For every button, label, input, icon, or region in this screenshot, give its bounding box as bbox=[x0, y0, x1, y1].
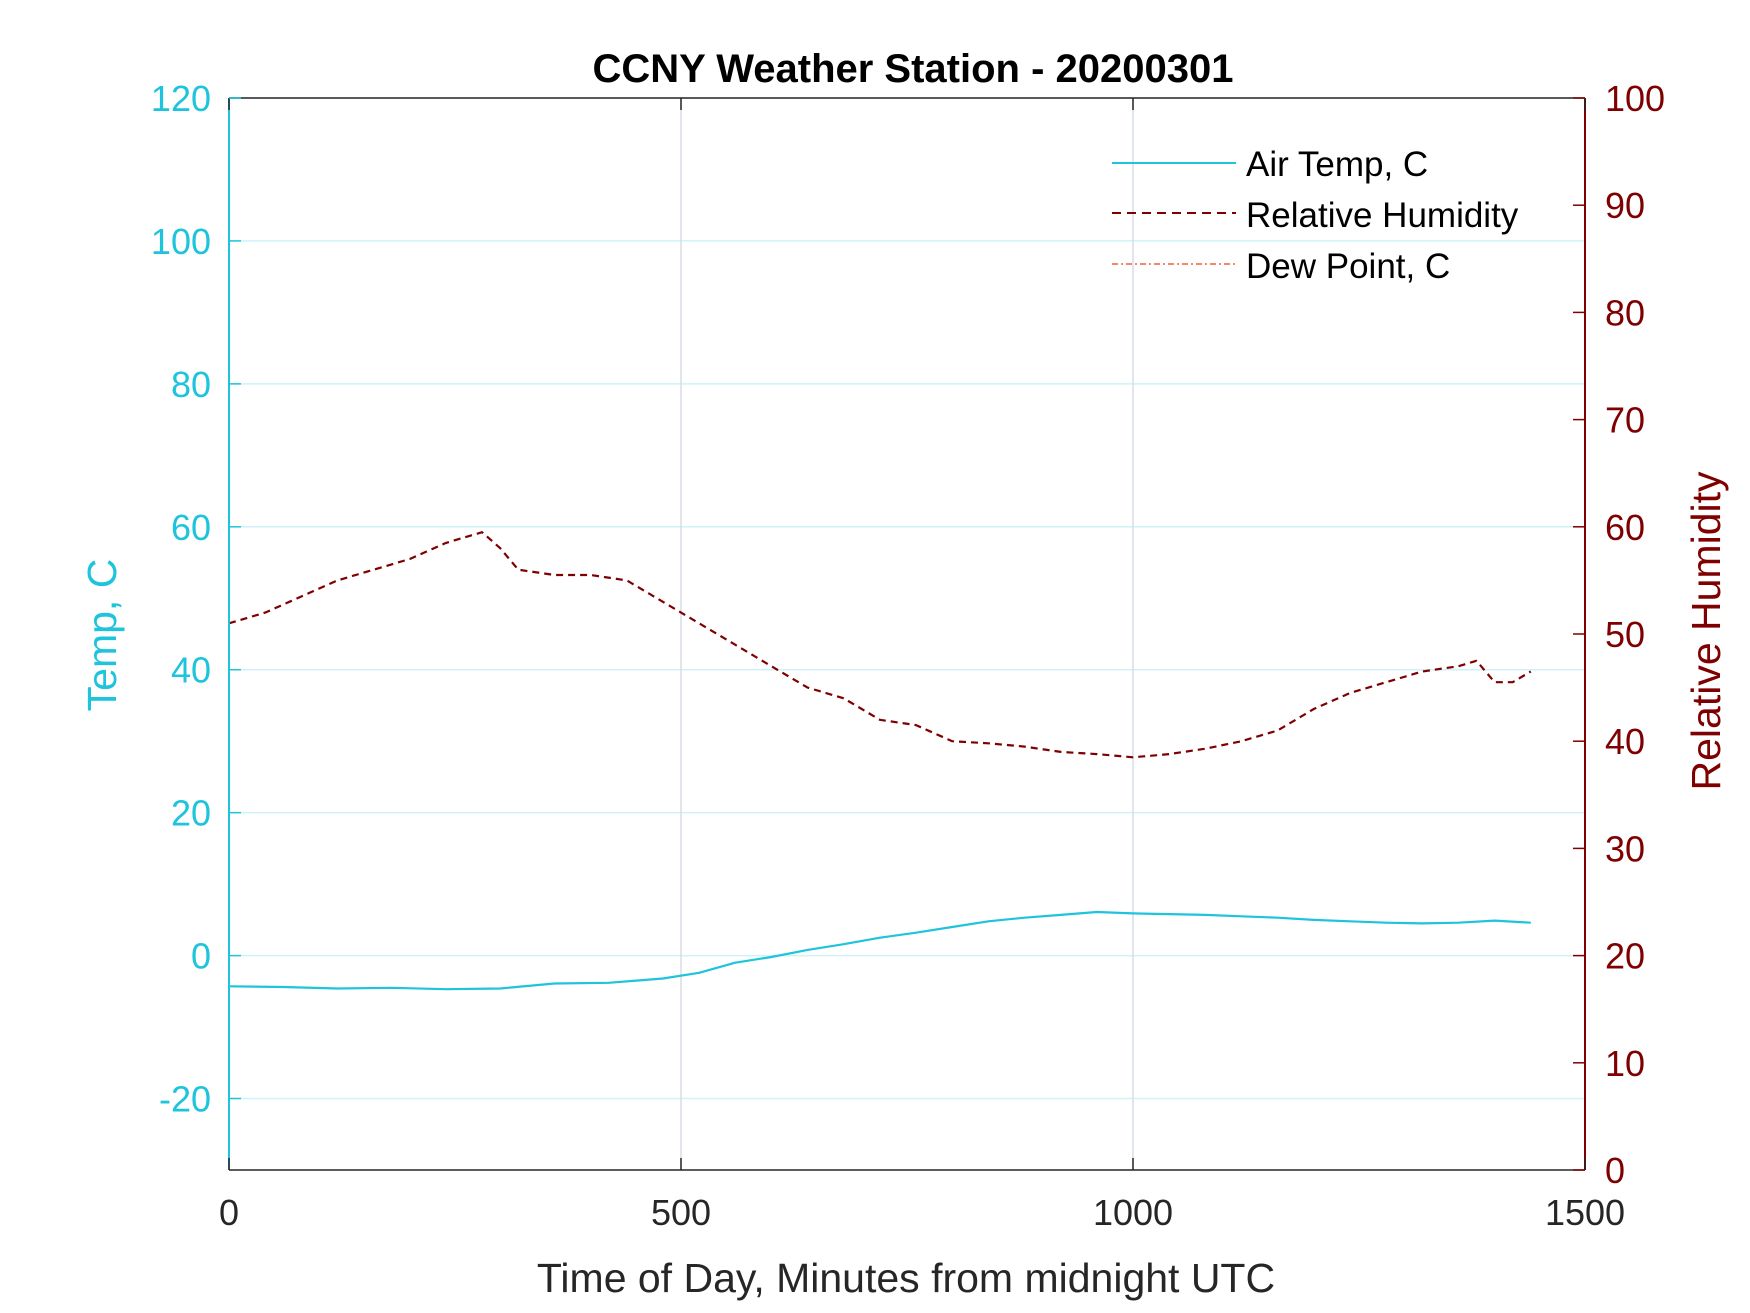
left-tick-label: 40 bbox=[171, 650, 211, 691]
right-tick-label: 20 bbox=[1605, 936, 1645, 977]
right-tick-label: 50 bbox=[1605, 614, 1645, 655]
right-tick-label: 90 bbox=[1605, 185, 1645, 226]
left-tick-label: 120 bbox=[151, 78, 211, 119]
left-tick-label: 80 bbox=[171, 364, 211, 405]
left-tick-label: 0 bbox=[191, 936, 211, 977]
x-tick-label: 500 bbox=[651, 1192, 711, 1233]
right-tick-label: 10 bbox=[1605, 1043, 1645, 1084]
left-tick-label: 60 bbox=[171, 507, 211, 548]
axes bbox=[228, 97, 1586, 1171]
legend: Air Temp, C Relative Humidity Dew Point,… bbox=[1112, 145, 1519, 286]
left-tick-label: 100 bbox=[151, 221, 211, 262]
series-group bbox=[228, 531, 1532, 991]
right-tick-label: 0 bbox=[1605, 1150, 1625, 1191]
legend-label-air-temp: Air Temp, C bbox=[1246, 145, 1428, 184]
series-line-relative-humidity bbox=[228, 531, 1532, 759]
left-tick-label: 20 bbox=[171, 793, 211, 834]
series-line-air-temp-c bbox=[228, 910, 1531, 991]
ticks: 0 500 1000 1500 -20 0 20 40 60 80 100 120 0 10 20 30 40 5… bbox=[151, 78, 1665, 1233]
right-tick-label: 30 bbox=[1605, 828, 1645, 869]
left-tick-label: -20 bbox=[159, 1079, 211, 1120]
x-tick-label: 0 bbox=[219, 1192, 239, 1233]
right-tick-label: 70 bbox=[1605, 400, 1645, 441]
chart-title: CCNY Weather Station - 20200301 bbox=[593, 47, 1234, 91]
x-axis-label: Time of Day, Minutes from midnight UTC bbox=[537, 1255, 1275, 1301]
x-tick-label: 1000 bbox=[1093, 1192, 1173, 1233]
right-tick-label: 80 bbox=[1605, 292, 1645, 333]
legend-label-relative-humidity: Relative Humidity bbox=[1246, 196, 1519, 235]
legend-label-dew-point: Dew Point, C bbox=[1246, 247, 1450, 286]
right-axis-label: Relative Humidity bbox=[1683, 471, 1729, 790]
right-tick-label: 100 bbox=[1605, 78, 1665, 119]
x-tick-label: 1500 bbox=[1545, 1192, 1625, 1233]
right-tick-label: 60 bbox=[1605, 507, 1645, 548]
left-axis-label: Temp, C bbox=[79, 559, 125, 712]
right-tick-label: 40 bbox=[1605, 721, 1645, 762]
